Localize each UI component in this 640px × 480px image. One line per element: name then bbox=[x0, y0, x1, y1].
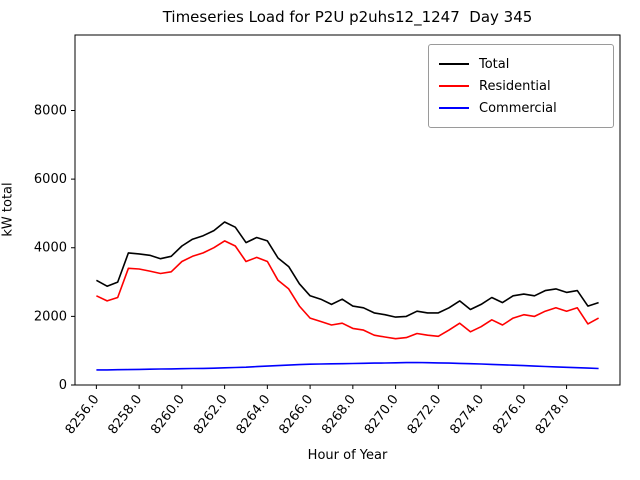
x-tick-label: 8278.0 bbox=[533, 392, 573, 437]
y-axis-label: kW total bbox=[0, 182, 16, 237]
series-line-residential bbox=[96, 240, 599, 340]
legend: Total Residential Commercial bbox=[428, 44, 614, 128]
x-axis-label: Hour of Year bbox=[307, 448, 388, 463]
legend-label-total: Total bbox=[479, 56, 510, 72]
series-line-commercial bbox=[96, 361, 599, 371]
x-tick-label: 8272.0 bbox=[405, 392, 445, 437]
y-tick-label: 0 bbox=[59, 378, 67, 393]
chart-title: Timeseries Load for P2U p2uhs12_1247 Day… bbox=[162, 8, 533, 26]
legend-item-total: Total bbox=[439, 53, 603, 75]
series-line-total bbox=[96, 221, 599, 318]
legend-label-commercial: Commercial bbox=[479, 100, 557, 116]
legend-item-commercial: Commercial bbox=[439, 97, 603, 119]
x-tick-label: 8264.0 bbox=[234, 392, 274, 437]
x-tick-label: 8266.0 bbox=[276, 392, 316, 437]
y-tick-label: 2000 bbox=[34, 309, 67, 324]
y-tick-label: 6000 bbox=[34, 172, 67, 187]
y-tick-label: 4000 bbox=[34, 241, 67, 256]
legend-line-residential bbox=[439, 85, 469, 87]
y-tick-label: 8000 bbox=[34, 103, 67, 118]
x-tick-label: 8256.0 bbox=[63, 392, 103, 437]
axes-frame bbox=[74, 34, 621, 386]
x-tick-label: 8270.0 bbox=[362, 392, 402, 437]
legend-line-commercial bbox=[439, 107, 469, 109]
x-tick-label: 8262.0 bbox=[191, 392, 231, 437]
x-tick-label: 8268.0 bbox=[319, 392, 359, 437]
x-tick-label: 8274.0 bbox=[447, 392, 487, 437]
legend-line-total bbox=[439, 63, 469, 65]
legend-item-residential: Residential bbox=[439, 75, 603, 97]
x-tick-label: 8276.0 bbox=[490, 392, 530, 437]
x-tick-label: 8260.0 bbox=[148, 392, 188, 437]
x-tick-label: 8258.0 bbox=[105, 392, 145, 437]
legend-label-residential: Residential bbox=[479, 78, 551, 94]
